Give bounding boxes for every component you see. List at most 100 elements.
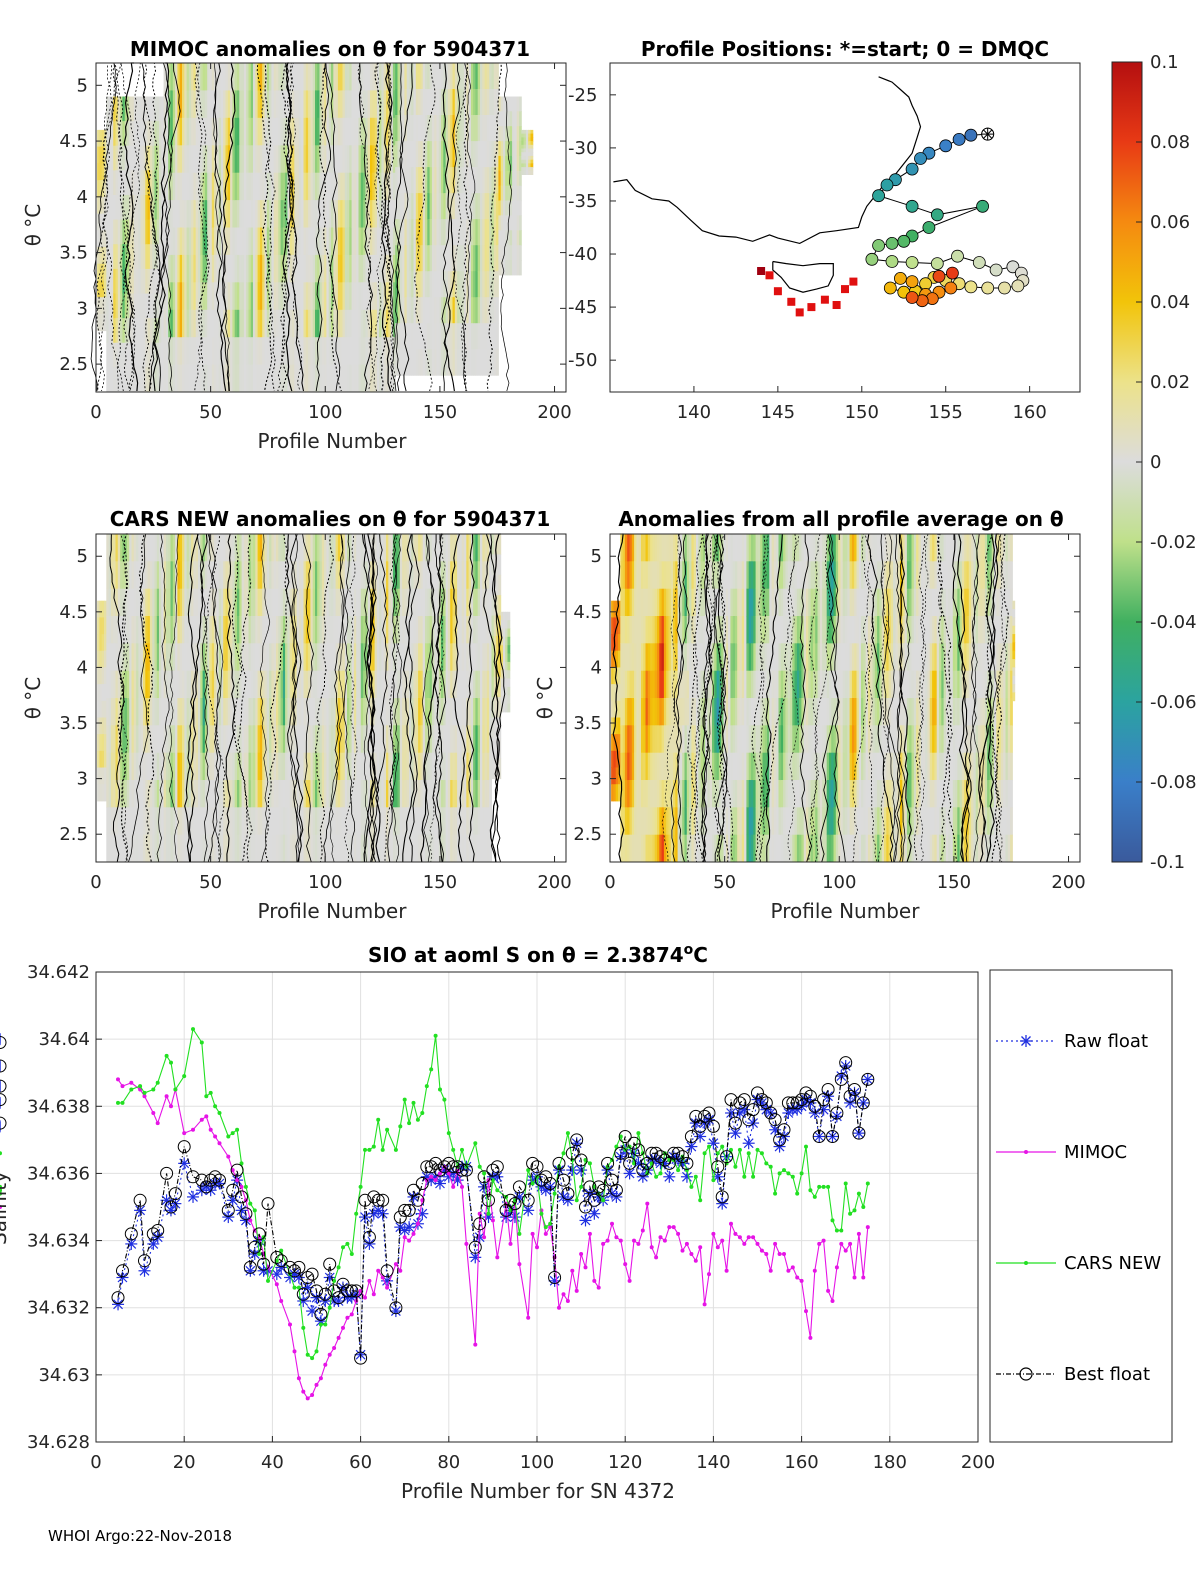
- heat-cell: [360, 282, 364, 311]
- heat-cell: [331, 337, 334, 366]
- heat-cell: [436, 89, 440, 116]
- heat-cell: [466, 349, 470, 376]
- heat-cell: [131, 725, 135, 754]
- heat-cell: [143, 244, 146, 270]
- heat-cell: [452, 616, 456, 644]
- contour-line: [384, 62, 394, 392]
- heat-cell: [136, 244, 139, 270]
- heat-cell: [406, 271, 410, 298]
- heat-cell: [207, 364, 210, 393]
- heat-cell: [365, 834, 369, 863]
- heat-cell: [147, 807, 151, 836]
- heat-cell: [108, 698, 112, 726]
- heat-cell: [294, 752, 298, 781]
- heat-cell: [482, 271, 486, 298]
- heat-cell: [179, 117, 183, 146]
- heat-cell: [507, 170, 511, 187]
- heat-cell: [411, 297, 414, 324]
- heat-cell: [493, 615, 497, 637]
- heat-cell: [422, 643, 426, 672]
- heat-cell: [204, 309, 208, 338]
- heat-cell: [379, 588, 382, 617]
- heat-cell: [305, 337, 309, 366]
- heat-cell: [420, 780, 424, 808]
- heat-cell: [337, 282, 341, 311]
- heat-cell: [521, 137, 525, 142]
- heat-cell: [404, 219, 408, 246]
- heat-cell: [110, 170, 114, 196]
- heat-cell: [225, 780, 229, 808]
- heat-cell: [468, 752, 472, 781]
- heat-cell: [239, 282, 243, 311]
- heat-cell: [184, 227, 188, 256]
- heat-cell: [406, 323, 410, 350]
- heat-cell: [480, 752, 483, 781]
- heat-cell: [184, 616, 188, 644]
- heat-cell: [136, 643, 139, 672]
- heat-cell: [241, 643, 245, 672]
- heat-cell: [145, 244, 149, 270]
- heat-cell: [308, 172, 311, 201]
- heat-cell: [358, 534, 362, 562]
- heat-cell: [429, 807, 433, 836]
- heat-cell: [447, 115, 451, 142]
- heat-cell: [489, 834, 492, 863]
- heat-cell: [340, 643, 343, 672]
- heat-cell: [397, 89, 401, 116]
- heat-cell: [413, 323, 417, 350]
- heat-cell: [374, 752, 378, 781]
- heat-cell: [188, 227, 192, 256]
- heat-cell: [216, 752, 220, 781]
- heat-cell: [97, 734, 100, 752]
- heat-cell: [454, 219, 458, 246]
- heat-cell: [211, 643, 215, 672]
- heat-cell: [376, 616, 380, 644]
- heat-cell: [269, 807, 272, 836]
- heat-cell: [684, 780, 688, 808]
- heat-cell: [177, 282, 181, 311]
- heat-cell: [379, 834, 382, 863]
- heat-cell: [186, 561, 190, 590]
- heat-cell: [312, 90, 316, 119]
- heat-cell: [301, 172, 304, 201]
- heat-cell: [429, 616, 433, 644]
- heat-cell: [645, 780, 649, 808]
- heat-cell: [207, 90, 210, 119]
- heat-cell: [234, 337, 238, 366]
- heat-cell: [282, 63, 286, 91]
- heat-cell: [257, 309, 261, 338]
- heat-cell: [127, 588, 130, 617]
- heat-cell: [367, 117, 371, 146]
- heat-cell: [415, 141, 419, 168]
- heat-cell: [652, 834, 656, 863]
- heat-cell: [491, 245, 495, 272]
- heat-cell: [110, 780, 114, 808]
- heat-cell: [266, 780, 270, 808]
- heat-cell: [347, 309, 350, 338]
- heat-cell: [360, 807, 364, 836]
- heat-cell: [237, 561, 240, 590]
- heat-cell: [613, 750, 617, 768]
- heat-cell: [636, 670, 640, 699]
- heat-cell: [172, 254, 176, 283]
- heat-cell: [193, 588, 197, 617]
- heat-cell: [250, 254, 254, 283]
- heat-cell: [131, 170, 135, 196]
- heat-cell: [441, 780, 444, 808]
- heat-cell: [409, 89, 412, 116]
- heat-cell: [374, 780, 378, 808]
- heat-cell: [257, 534, 261, 562]
- heat-cell: [480, 588, 483, 617]
- heat-cell: [689, 616, 692, 644]
- heat-cell: [225, 254, 229, 283]
- heat-cell: [227, 200, 231, 228]
- heat-cell: [507, 245, 511, 261]
- heat-cell: [618, 617, 621, 635]
- heat-cell: [392, 282, 396, 311]
- heat-cell: [436, 752, 440, 781]
- heat-cell: [225, 117, 229, 146]
- heat-cell: [188, 588, 192, 617]
- heat-cell: [413, 193, 417, 220]
- heat-cell: [294, 780, 298, 808]
- heat-cell: [131, 588, 135, 617]
